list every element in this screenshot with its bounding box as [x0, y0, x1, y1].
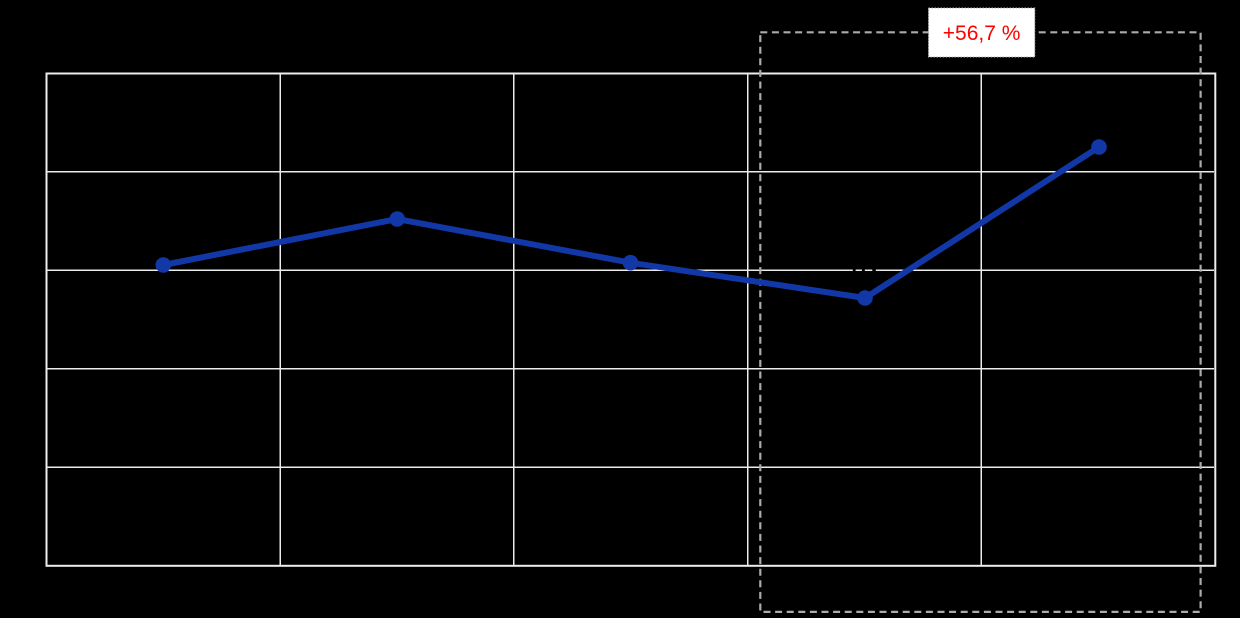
svg-text:+56,7 %: +56,7 % — [943, 22, 1021, 45]
